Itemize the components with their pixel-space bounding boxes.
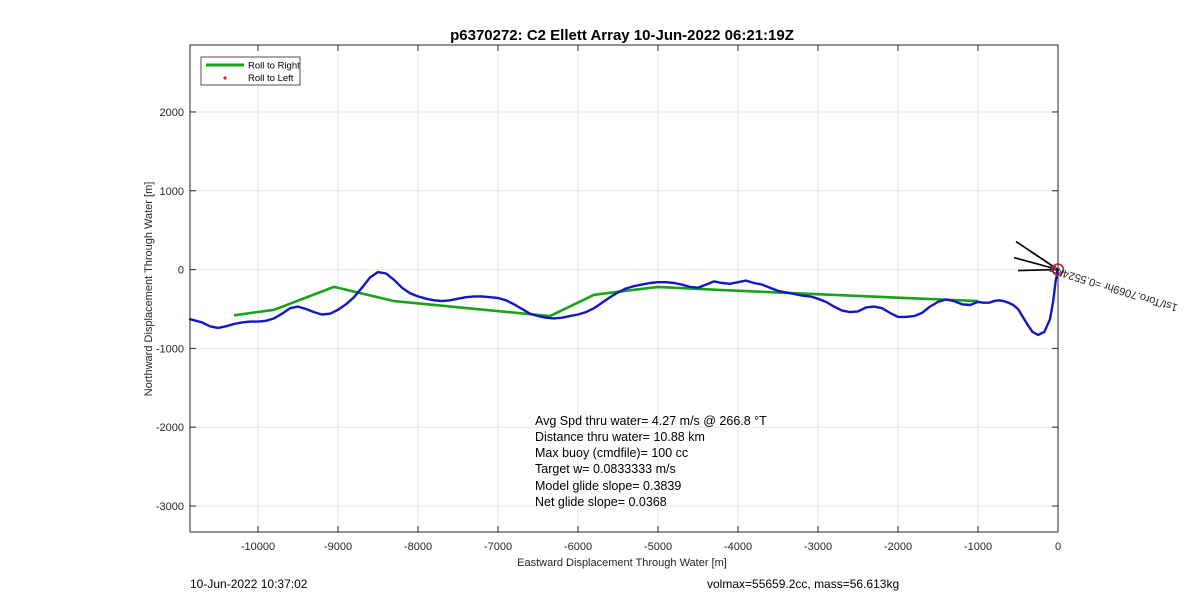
x-tick-label: -4000 bbox=[724, 541, 752, 553]
footer-timestamp: 10-Jun-2022 10:37:02 bbox=[190, 577, 308, 591]
axis-ticks: -10000 -9000 -8000 -7000 -6000 -5000 -4000 -300… bbox=[156, 45, 1061, 553]
x-tick-label: -1000 bbox=[964, 541, 992, 553]
x-tick-label: -9000 bbox=[324, 541, 352, 553]
y-tick-label: -1000 bbox=[156, 343, 184, 355]
heading-marker-label: 1st/Toro.7069hr =0.5524km bbox=[1047, 263, 1179, 314]
stats-annotation: Avg Spd thru water= 4.27 m/s @ 266.8 °T … bbox=[535, 414, 767, 509]
x-tick-label: -7000 bbox=[484, 541, 512, 553]
annotation-net-glide: Net glide slope= 0.0368 bbox=[535, 495, 667, 509]
y-tick-label: 0 bbox=[178, 265, 184, 277]
footer-mass-info: volmax=55659.2cc, mass=56.613kg bbox=[707, 577, 899, 591]
x-tick-label: -5000 bbox=[644, 541, 672, 553]
annotation-max-buoy: Max buoy (cmdfile)= 100 cc bbox=[535, 446, 688, 460]
x-tick-label: -6000 bbox=[564, 541, 592, 553]
x-tick-label: -2000 bbox=[884, 541, 912, 553]
data-series bbox=[188, 268, 1060, 337]
annotation-distance: Distance thru water= 10.88 km bbox=[535, 430, 705, 444]
annotation-target-w: Target w= 0.0833333 m/s bbox=[535, 462, 676, 476]
chart-title: p6370272: C2 Ellett Array 10-Jun-2022 06… bbox=[450, 27, 794, 44]
y-axis-label: Northward Displacement Through Water [m] bbox=[143, 182, 155, 397]
legend-box bbox=[200, 56, 301, 86]
y-tick-label: 2000 bbox=[160, 107, 184, 119]
x-tick-label: 0 bbox=[1055, 541, 1061, 553]
annotation-model-glide: Model glide slope= 0.3839 bbox=[535, 479, 681, 493]
y-tick-label: -2000 bbox=[156, 422, 184, 434]
displacement-track bbox=[188, 268, 1060, 337]
x-axis-label: Eastward Displacement Through Water [m] bbox=[517, 557, 727, 569]
end-position-circle bbox=[1051, 263, 1065, 276]
x-tick-label: -10000 bbox=[241, 541, 275, 553]
legend-label-roll-left: Roll to Left bbox=[248, 73, 294, 84]
x-tick-label: -3000 bbox=[804, 541, 832, 553]
legend-label-roll-right: Roll to Right bbox=[248, 61, 300, 72]
heading-vector-line bbox=[1013, 256, 1059, 271]
end-markers: 1st/Toro.7069hr =0.5524km bbox=[1013, 240, 1179, 314]
y-tick-label: -3000 bbox=[156, 501, 184, 513]
heading-vector-line bbox=[1017, 268, 1059, 272]
legend-swatch-roll-left bbox=[223, 76, 227, 80]
y-tick-label: 1000 bbox=[160, 186, 184, 198]
annotation-avg-speed: Avg Spd thru water= 4.27 m/s @ 266.8 °T bbox=[535, 414, 767, 428]
legend: Roll to Right Roll to Left bbox=[200, 56, 301, 86]
roll-right-track bbox=[233, 285, 979, 318]
plot-frame bbox=[189, 44, 1059, 533]
x-tick-label: -8000 bbox=[404, 541, 432, 553]
